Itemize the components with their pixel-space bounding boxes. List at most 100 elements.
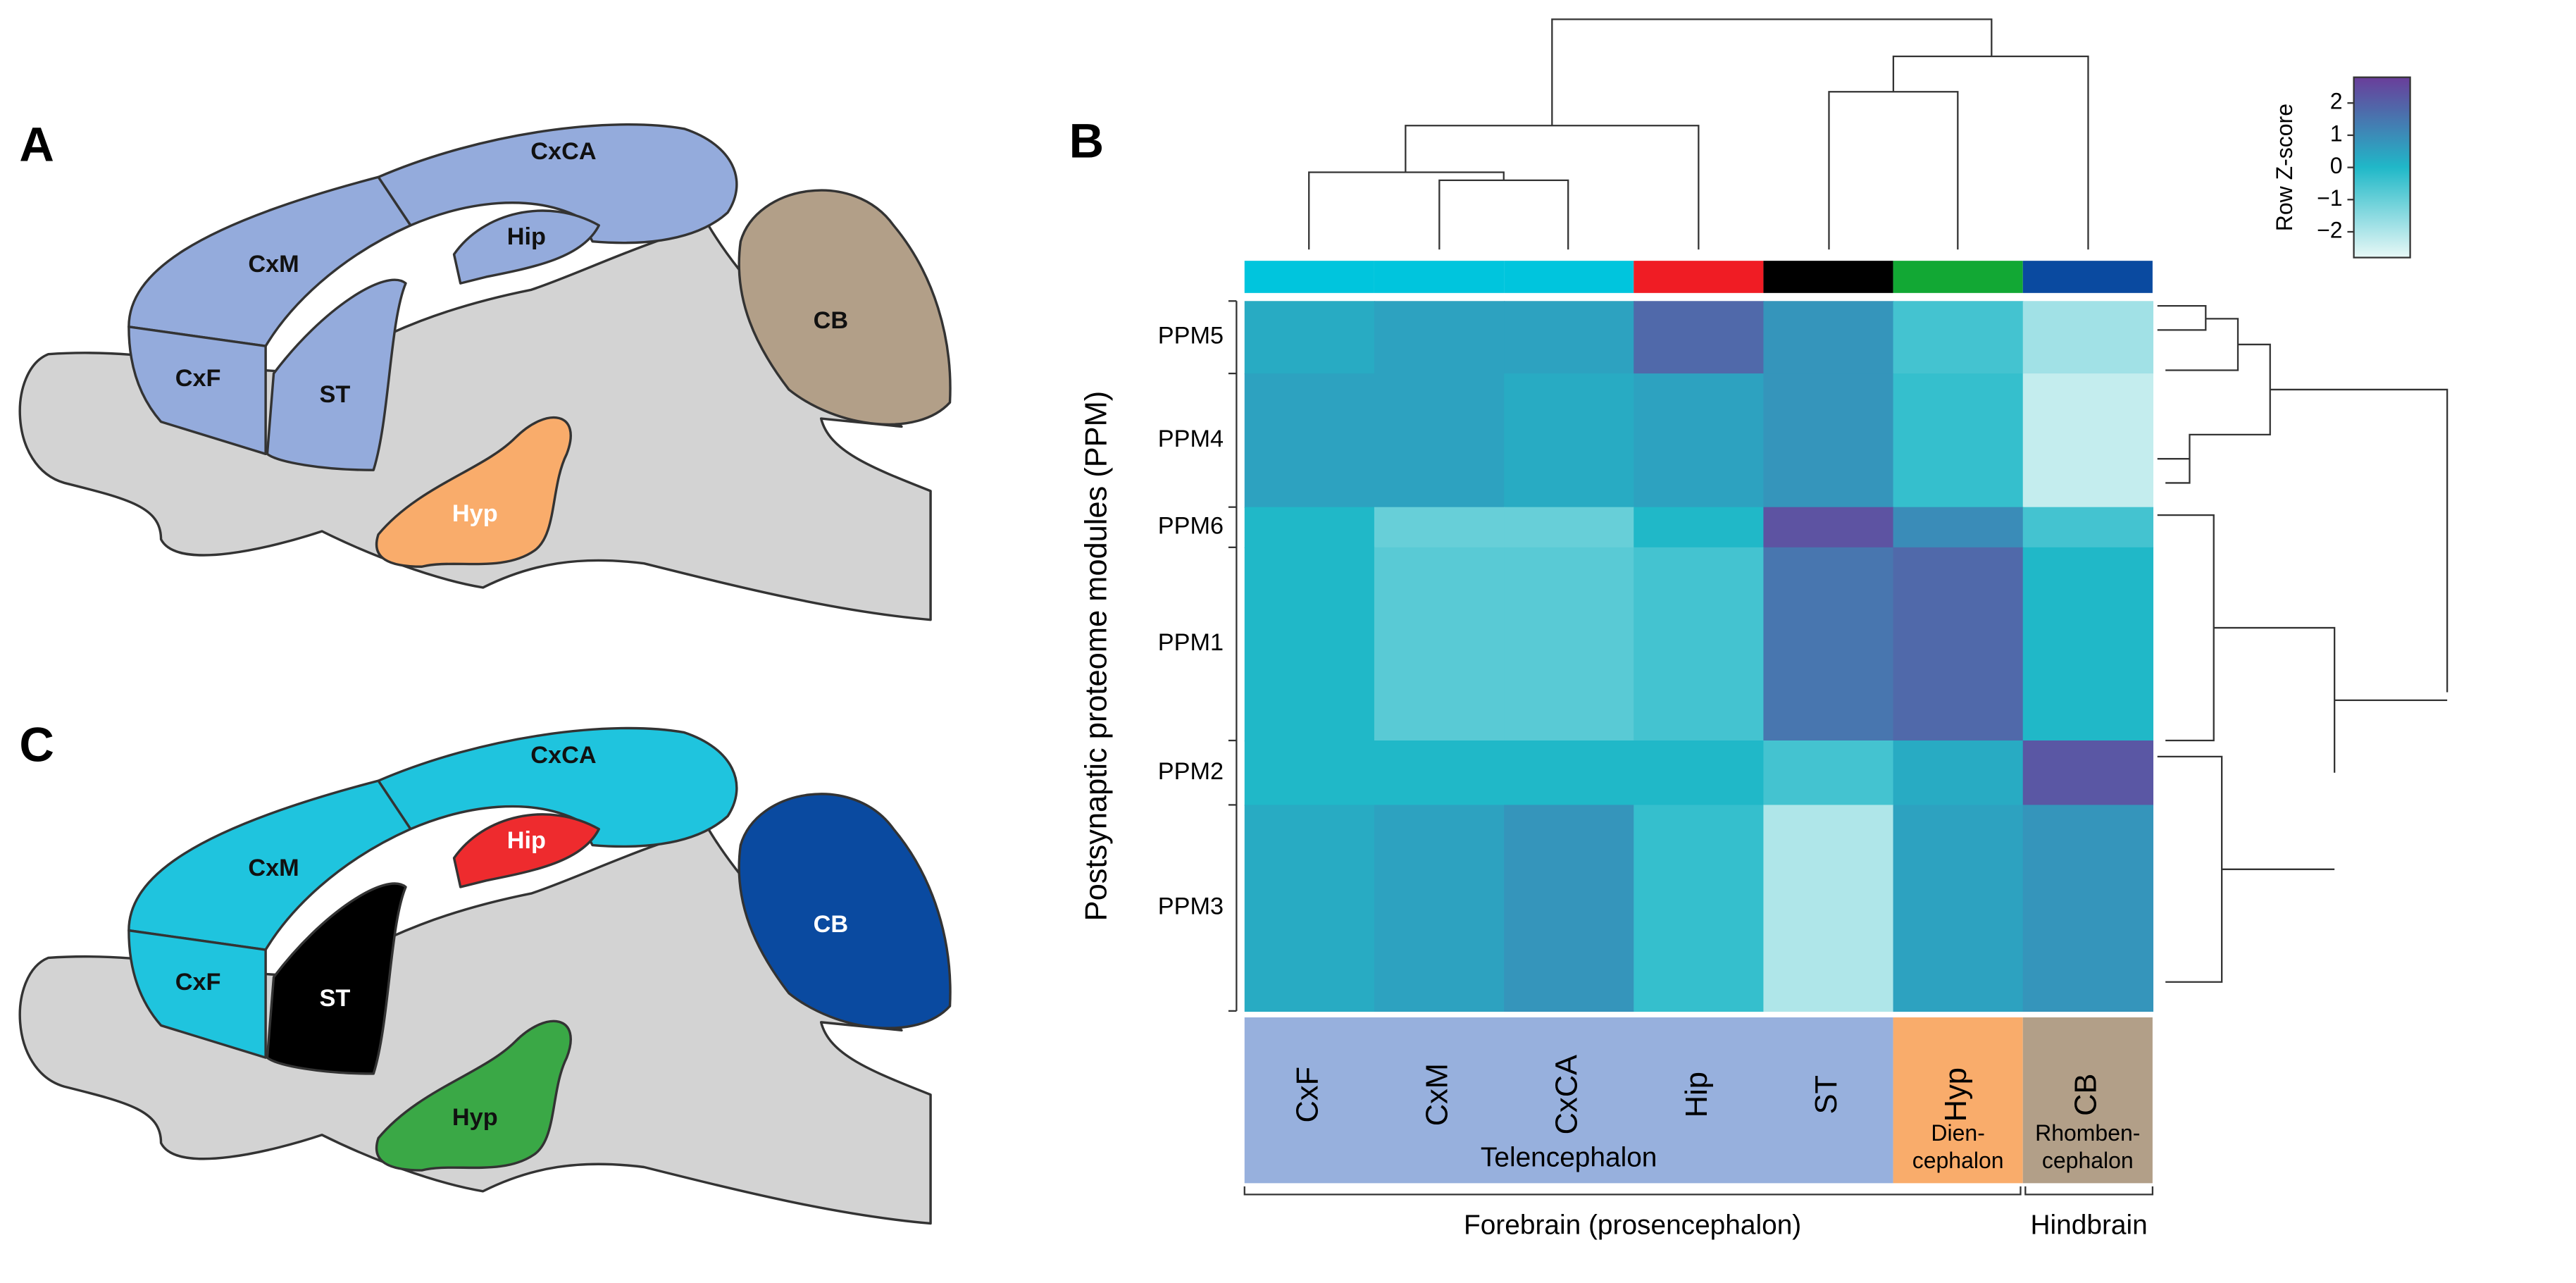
heatmap: PPM5 PPM4 PPM6 PPM1 PPM2 PPM3 Postsynaptic pro… — [1079, 261, 2154, 1240]
heatmap-cell — [1763, 507, 1894, 548]
heatmap-cell — [1634, 507, 1765, 548]
column-color-bar — [1763, 261, 1893, 293]
heatmap-cell — [1634, 301, 1765, 375]
column-color-bar — [1634, 261, 1764, 293]
region-label: cephalon — [2042, 1148, 2134, 1173]
heatmap-cell — [1893, 301, 2024, 375]
column-color-bar — [1893, 261, 2023, 293]
region-label: Hip — [507, 223, 546, 250]
panel-label: A — [19, 117, 54, 171]
region-label: ST — [320, 985, 351, 1012]
heatmap-cell — [1504, 547, 1635, 742]
heatmap-cell — [1374, 373, 1505, 508]
region-label: CxF — [175, 365, 221, 392]
heatmap-cell — [1374, 507, 1505, 548]
heatmap-cell — [2022, 507, 2154, 548]
panel-label: C — [19, 718, 54, 772]
heatmap-cell — [1893, 547, 2024, 742]
brain-region — [377, 726, 738, 848]
brain-region — [738, 793, 952, 1029]
brain-region — [266, 278, 407, 471]
column-color-bar — [2022, 261, 2153, 293]
region-label: Hyp — [452, 1104, 498, 1131]
heatmap-cell — [1504, 805, 1635, 1012]
heatmap-cell — [1634, 740, 1765, 806]
heatmap-cell — [1244, 805, 1376, 1012]
brain-region — [452, 209, 600, 285]
row-dendrogram — [2157, 304, 2449, 983]
division-bracket — [2024, 1186, 2154, 1196]
column-label: Hip — [1680, 1072, 1714, 1117]
region-label: CB — [814, 307, 849, 334]
heatmap-cell — [1374, 740, 1505, 806]
heatmap-cell — [1763, 373, 1894, 508]
heatmap-cell — [2022, 373, 2154, 508]
column-color-bar — [1374, 261, 1505, 293]
heatmap-cell — [1893, 507, 2024, 548]
brain-region — [375, 1019, 572, 1172]
brain-diagram: CxCA CxM Hip CxF ST CB Hyp — [18, 726, 952, 1225]
column-label: CxCA — [1550, 1055, 1584, 1134]
heatmap-cell — [1763, 301, 1894, 375]
heatmap-cell — [1893, 740, 2024, 806]
heatmap-cell — [1374, 805, 1505, 1012]
row-label: PPM6 — [1158, 512, 1224, 539]
column-label: ST — [1810, 1075, 1843, 1114]
brain-region — [127, 175, 412, 347]
column-color-bar — [1504, 261, 1634, 293]
row-label: PPM2 — [1158, 758, 1224, 785]
heatmap-cell — [1244, 547, 1376, 742]
region-label: CxM — [248, 251, 299, 278]
brain-outline — [18, 224, 932, 621]
heatmap-cell — [1244, 373, 1376, 508]
region-box — [1244, 1017, 1893, 1184]
heatmap-cell — [1763, 805, 1894, 1012]
heatmap-cell — [1504, 301, 1635, 375]
brain-region — [127, 779, 412, 951]
heatmap-cell — [1763, 547, 1894, 742]
colorbar — [2353, 76, 2411, 259]
region-label: CB — [814, 911, 849, 938]
brain-region — [127, 326, 267, 456]
brain-diagram: CxCA CxM Hip CxF ST CB Hyp — [18, 123, 952, 621]
heatmap-cell — [1634, 373, 1765, 508]
colorbar-tick-label: −2 — [2317, 217, 2342, 242]
brain-outline — [18, 827, 932, 1225]
region-box — [2022, 1017, 2153, 1184]
region-label: CxCA — [530, 742, 596, 769]
heatmap-cell — [1763, 740, 1894, 806]
column-dendrogram — [1308, 18, 2089, 250]
brain-region — [266, 882, 407, 1075]
region-label: Hip — [507, 827, 546, 854]
heatmap-cell — [2022, 547, 2154, 742]
brain-region — [738, 189, 952, 426]
row-label: PPM3 — [1158, 893, 1224, 920]
brain-region — [375, 416, 572, 568]
heatmap-cell — [2022, 740, 2154, 806]
heatmap-cell — [1893, 373, 2024, 508]
colorbar-title: Row Z-score — [2272, 104, 2297, 231]
heatmap-cell — [2022, 805, 2154, 1012]
division-bracket — [1243, 1186, 2022, 1196]
heatmap-cell — [1634, 547, 1765, 742]
heatmap-cell — [1634, 805, 1765, 1012]
region-box — [1893, 1017, 2023, 1184]
region-label: CxM — [248, 855, 299, 881]
heatmap-cell — [1893, 805, 2024, 1012]
region-label: CxF — [175, 969, 221, 996]
division-label: Hindbrain — [2030, 1210, 2147, 1240]
brain-region — [377, 123, 738, 244]
brain-region — [452, 813, 600, 888]
column-label: CxM — [1420, 1063, 1454, 1126]
row-label: PPM5 — [1158, 323, 1224, 349]
heatmap-cell — [1504, 507, 1635, 548]
heatmap-cell — [1504, 740, 1635, 806]
region-label: cephalon — [1912, 1148, 2004, 1173]
region-label: Dien- — [1931, 1120, 1984, 1146]
column-label: CB — [2069, 1074, 2103, 1116]
colorbar-tick-label: 2 — [2330, 89, 2343, 114]
heatmap-cell — [1374, 547, 1505, 742]
heatmap-cell — [2022, 301, 2154, 375]
division-label: Forebrain (prosencephalon) — [1464, 1210, 1801, 1240]
